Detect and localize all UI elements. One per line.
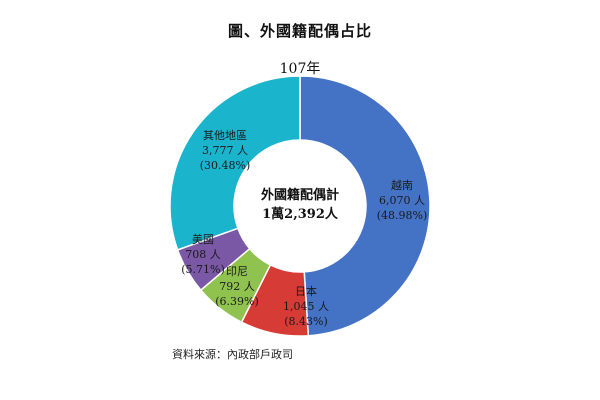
slice-label-name: 印尼 <box>226 265 248 278</box>
slice-label-4: 其他地區 3,777 人 (30.48%) <box>190 128 260 173</box>
slice-label-2: 印尼 792 人 (6.39%) <box>212 264 262 309</box>
slice-label-name: 日本 <box>295 285 317 298</box>
slice-label-percent-label: (48.98%) <box>376 209 428 222</box>
slice-label-count-label: 3,777 人 <box>202 144 248 157</box>
slice-label-percent-label: (8.43%) <box>284 315 328 328</box>
center-total-value: 1萬2,392人 <box>262 207 338 222</box>
slice-label-count-label: 792 人 <box>219 280 255 293</box>
slice-label-name: 其他地區 <box>203 129 247 142</box>
slice-label-3: 美國 708 人 (5.71%) <box>178 232 228 277</box>
slice-label-percent-label: (6.39%) <box>215 295 259 308</box>
source-note: 資料來源：內政部戶政司 <box>172 348 293 361</box>
slice-label-name: 美國 <box>192 233 214 246</box>
slice-label-percent-label: (5.71%) <box>181 263 225 276</box>
slice-label-1: 日本 1,045 人 (8.43%) <box>276 284 336 329</box>
slice-label-0: 越南 6,070 人 (48.98%) <box>372 178 432 223</box>
donut-hole <box>234 140 366 272</box>
center-total-label: 外國籍配偶計 1萬2,392人 <box>240 186 360 224</box>
slice-label-count-label: 708 人 <box>185 248 221 261</box>
chart-subtitle: 107年 <box>279 61 321 77</box>
center-total-title: 外國籍配偶計 <box>260 188 339 203</box>
slice-label-name: 越南 <box>391 179 413 192</box>
chart-title: 圖、外國籍配偶占比 <box>227 22 372 40</box>
slice-label-percent-label: (30.48%) <box>199 159 251 172</box>
slice-label-count-label: 6,070 人 <box>379 194 425 207</box>
slice-label-count-label: 1,045 人 <box>283 300 329 313</box>
